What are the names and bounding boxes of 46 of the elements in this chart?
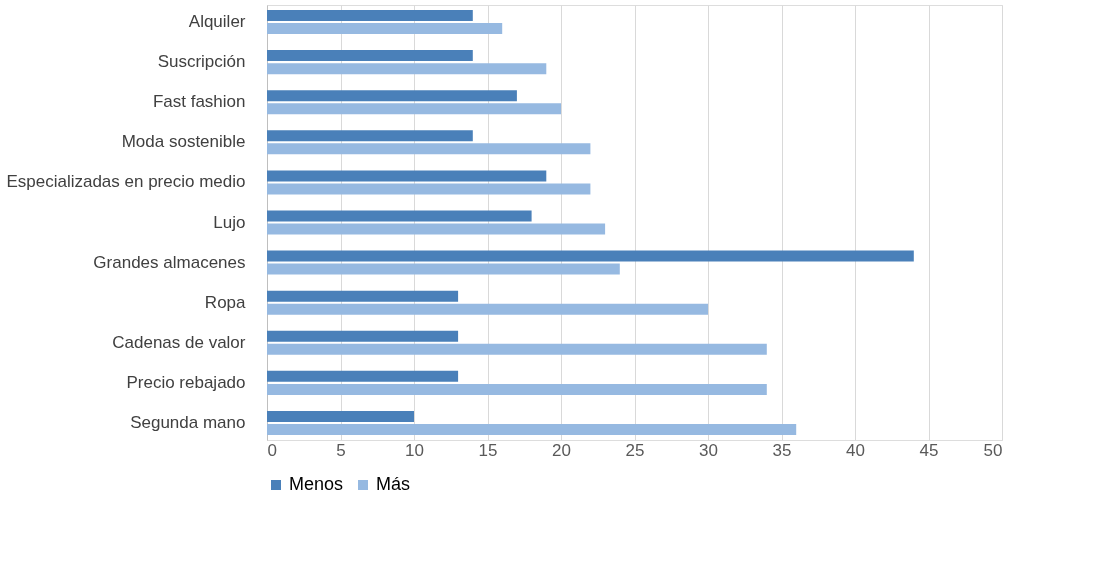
x-tick-label: 0 <box>267 440 277 460</box>
y-tick-label: Cadenas de valor <box>112 332 246 352</box>
x-tick-label: 15 <box>478 440 498 460</box>
bar <box>267 130 473 142</box>
legend-label: Menos <box>289 474 344 494</box>
bar <box>267 183 591 195</box>
x-tick-label: 40 <box>846 440 865 460</box>
bar <box>267 23 503 35</box>
bar <box>267 50 473 62</box>
x-tick-label: 5 <box>336 440 346 460</box>
x-tick-label: 20 <box>552 440 571 460</box>
bar <box>267 223 606 235</box>
y-tick-label: Alquiler <box>188 12 246 32</box>
y-tick-label: Precio rebajado <box>126 372 246 392</box>
y-tick-label: Moda sostenible <box>121 132 246 152</box>
x-tick-label: 50 <box>983 440 1003 460</box>
x-tick-label: 45 <box>919 440 939 460</box>
bar <box>267 303 708 315</box>
bar <box>267 103 561 115</box>
bar <box>267 383 767 395</box>
bar <box>267 423 797 435</box>
bar <box>267 410 414 422</box>
y-tick-label: Ropa <box>204 292 247 312</box>
x-tick-label: 30 <box>699 440 718 460</box>
y-tick-label: Fast fashion <box>152 92 246 112</box>
y-tick-label: Grandes almacenes <box>93 252 246 272</box>
bar <box>267 90 517 102</box>
x-tick-label: 10 <box>405 440 424 460</box>
bar <box>267 170 547 182</box>
y-tick-label: Especializadas en precio medio <box>6 172 246 192</box>
bar <box>267 343 767 355</box>
x-tick-label: 25 <box>625 440 645 460</box>
bar <box>267 143 591 155</box>
bar <box>267 250 914 262</box>
bar <box>267 210 532 222</box>
y-tick-label: Suscripción <box>157 52 246 72</box>
bar <box>267 263 620 275</box>
x-tick-label: 35 <box>772 440 792 460</box>
bar <box>267 10 473 22</box>
y-tick-label: Segunda mano <box>130 412 246 432</box>
bar <box>267 370 459 382</box>
y-tick-label: Lujo <box>213 212 246 232</box>
bar <box>267 290 459 302</box>
bar <box>267 330 459 342</box>
bar <box>267 63 547 75</box>
legend-label: Más <box>376 474 411 494</box>
